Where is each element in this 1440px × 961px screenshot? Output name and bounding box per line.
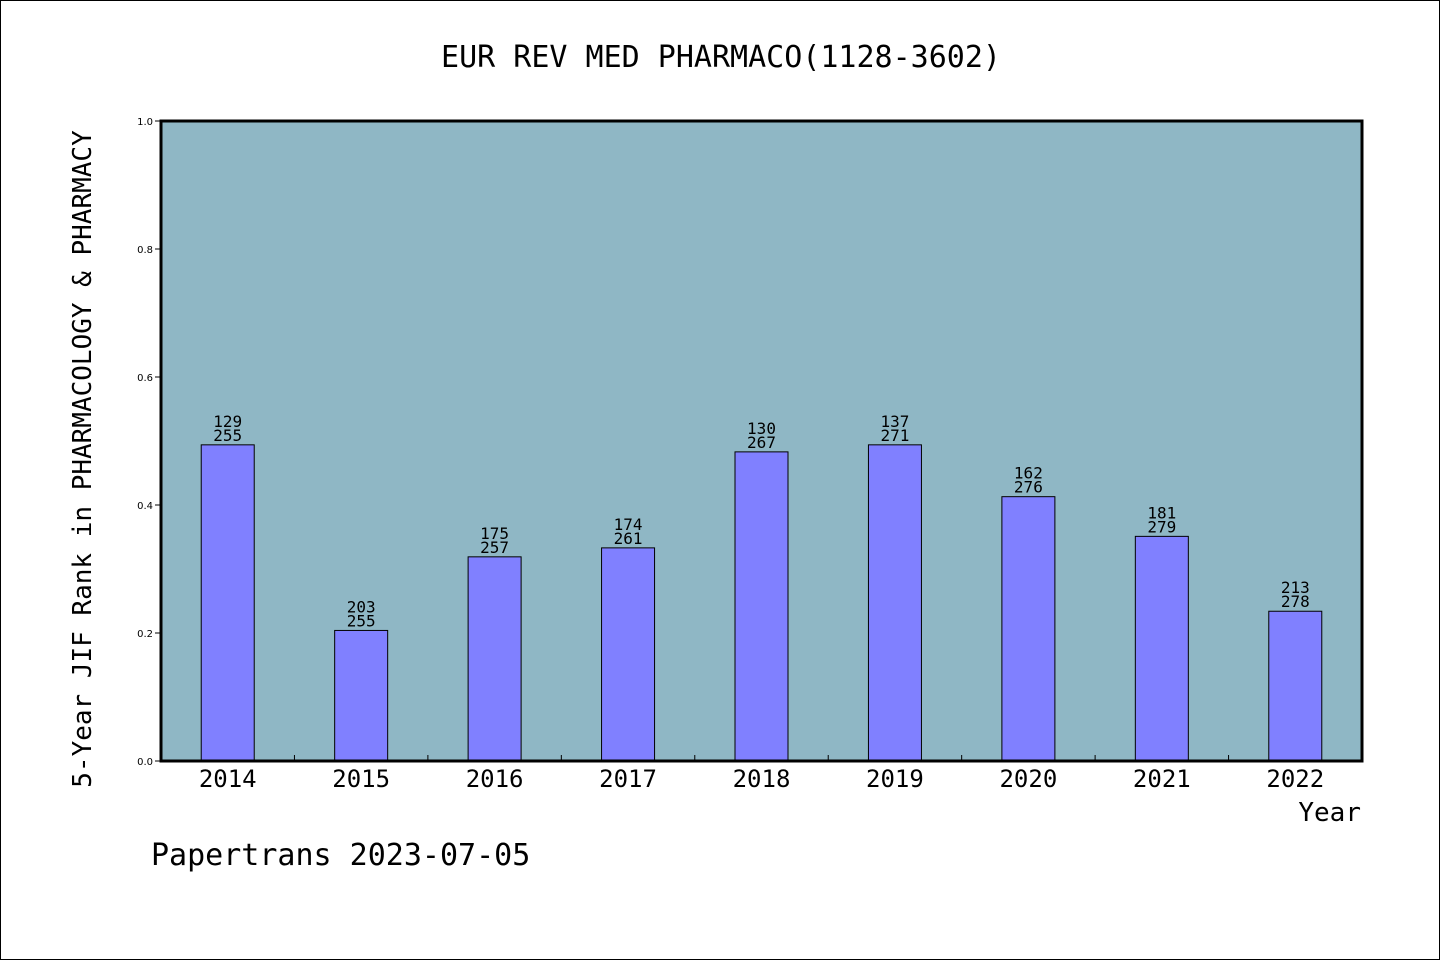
x-tick-label: 2015 (332, 765, 390, 793)
bar-2019 (867, 444, 922, 762)
bar-label-total: 261 (614, 529, 643, 548)
y-axis-ticks: 0.0 0.2 0.4 0.6 0.8 1.0 (137, 117, 161, 768)
bar-label-rank: 203 (347, 597, 376, 616)
bar-2014 (200, 444, 255, 762)
y-tick-label: 0.8 (137, 245, 153, 256)
x-axis-label: Year (1298, 798, 1361, 828)
bar-label-total: 271 (880, 426, 909, 445)
bar-label-rank: 213 (1281, 578, 1310, 597)
bar-label-rank: 174 (614, 515, 643, 534)
bar-label-rank: 181 (1147, 503, 1176, 522)
y-tick-label: 0.2 (137, 629, 153, 640)
x-tick-label: 2018 (733, 765, 791, 793)
x-tick-label: 2021 (1133, 765, 1191, 793)
bar-label-total: 267 (747, 433, 776, 452)
bar-2017 (601, 547, 656, 762)
bar-label-rank: 137 (880, 412, 909, 431)
bar-2018 (734, 451, 789, 762)
x-tick-label: 2022 (1266, 765, 1324, 793)
x-axis-ticks: 2014 2015 2016 2017 2018 2019 2020 2021 2022 (199, 755, 1324, 793)
bar-label-total: 257 (480, 538, 509, 557)
bar-label-total: 255 (347, 611, 376, 630)
y-axis-label: 5-Year JIF Rank in PHARMACOLOGY & PHARMA… (68, 130, 98, 788)
footer-credit: Papertrans 2023-07-05 (151, 838, 530, 873)
bar-label-total: 278 (1281, 592, 1310, 611)
bar-label-rank: 162 (1014, 464, 1043, 483)
bar-2016 (467, 556, 522, 762)
bar-label-rank: 130 (747, 419, 776, 438)
bar-label-total: 279 (1147, 517, 1176, 536)
bar-label-total: 255 (213, 426, 242, 445)
chart-title: EUR REV MED PHARMACO(1128-3602) (441, 40, 1001, 75)
x-tick-label: 2017 (599, 765, 657, 793)
bar-2015 (334, 629, 389, 762)
y-tick-label: 1.0 (137, 117, 153, 128)
bar-label-total: 276 (1014, 478, 1043, 497)
x-tick-label: 2020 (999, 765, 1057, 793)
y-tick-label: 0.6 (137, 373, 153, 384)
bar-label-rank: 129 (213, 412, 242, 431)
y-tick-label: 0.0 (137, 757, 153, 768)
bar-2021 (1134, 535, 1189, 762)
y-tick-label: 0.4 (137, 501, 153, 512)
plot-frame (159, 119, 1364, 763)
x-tick-label: 2019 (866, 765, 924, 793)
x-tick-label: 2016 (466, 765, 524, 793)
bars-group: 1292552032551752571742611302671372711622… (200, 412, 1323, 762)
x-tick-label: 2014 (199, 765, 257, 793)
bar-2020 (1001, 496, 1056, 762)
bar-label-rank: 175 (480, 524, 509, 543)
bar-2022 (1268, 610, 1323, 762)
